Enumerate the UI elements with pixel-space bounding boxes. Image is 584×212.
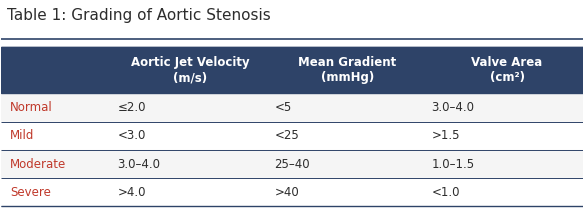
Text: >1.5: >1.5 bbox=[432, 129, 460, 142]
Text: >40: >40 bbox=[274, 186, 300, 199]
Text: 25–40: 25–40 bbox=[274, 158, 310, 171]
Text: Mean Gradient
(mmHg): Mean Gradient (mmHg) bbox=[298, 56, 397, 84]
Text: Valve Area
(cm²): Valve Area (cm²) bbox=[471, 56, 543, 84]
Text: >4.0: >4.0 bbox=[117, 186, 146, 199]
Text: Moderate: Moderate bbox=[10, 158, 67, 171]
Bar bbox=[1, 150, 583, 178]
Text: Aortic Jet Velocity
(m/s): Aortic Jet Velocity (m/s) bbox=[131, 56, 249, 84]
Bar bbox=[1, 93, 583, 122]
Bar bbox=[1, 178, 583, 206]
Text: <25: <25 bbox=[274, 129, 300, 142]
Text: 3.0–4.0: 3.0–4.0 bbox=[432, 101, 474, 114]
Text: Mild: Mild bbox=[10, 129, 34, 142]
Text: ≤2.0: ≤2.0 bbox=[117, 101, 146, 114]
Text: Table 1: Grading of Aortic Stenosis: Table 1: Grading of Aortic Stenosis bbox=[7, 8, 271, 23]
Text: 3.0–4.0: 3.0–4.0 bbox=[117, 158, 161, 171]
Bar bbox=[1, 47, 583, 93]
Text: Severe: Severe bbox=[10, 186, 51, 199]
Text: 1.0–1.5: 1.0–1.5 bbox=[432, 158, 475, 171]
Bar bbox=[1, 122, 583, 150]
Text: Normal: Normal bbox=[10, 101, 53, 114]
Text: <5: <5 bbox=[274, 101, 292, 114]
Text: <3.0: <3.0 bbox=[117, 129, 146, 142]
Text: <1.0: <1.0 bbox=[432, 186, 460, 199]
